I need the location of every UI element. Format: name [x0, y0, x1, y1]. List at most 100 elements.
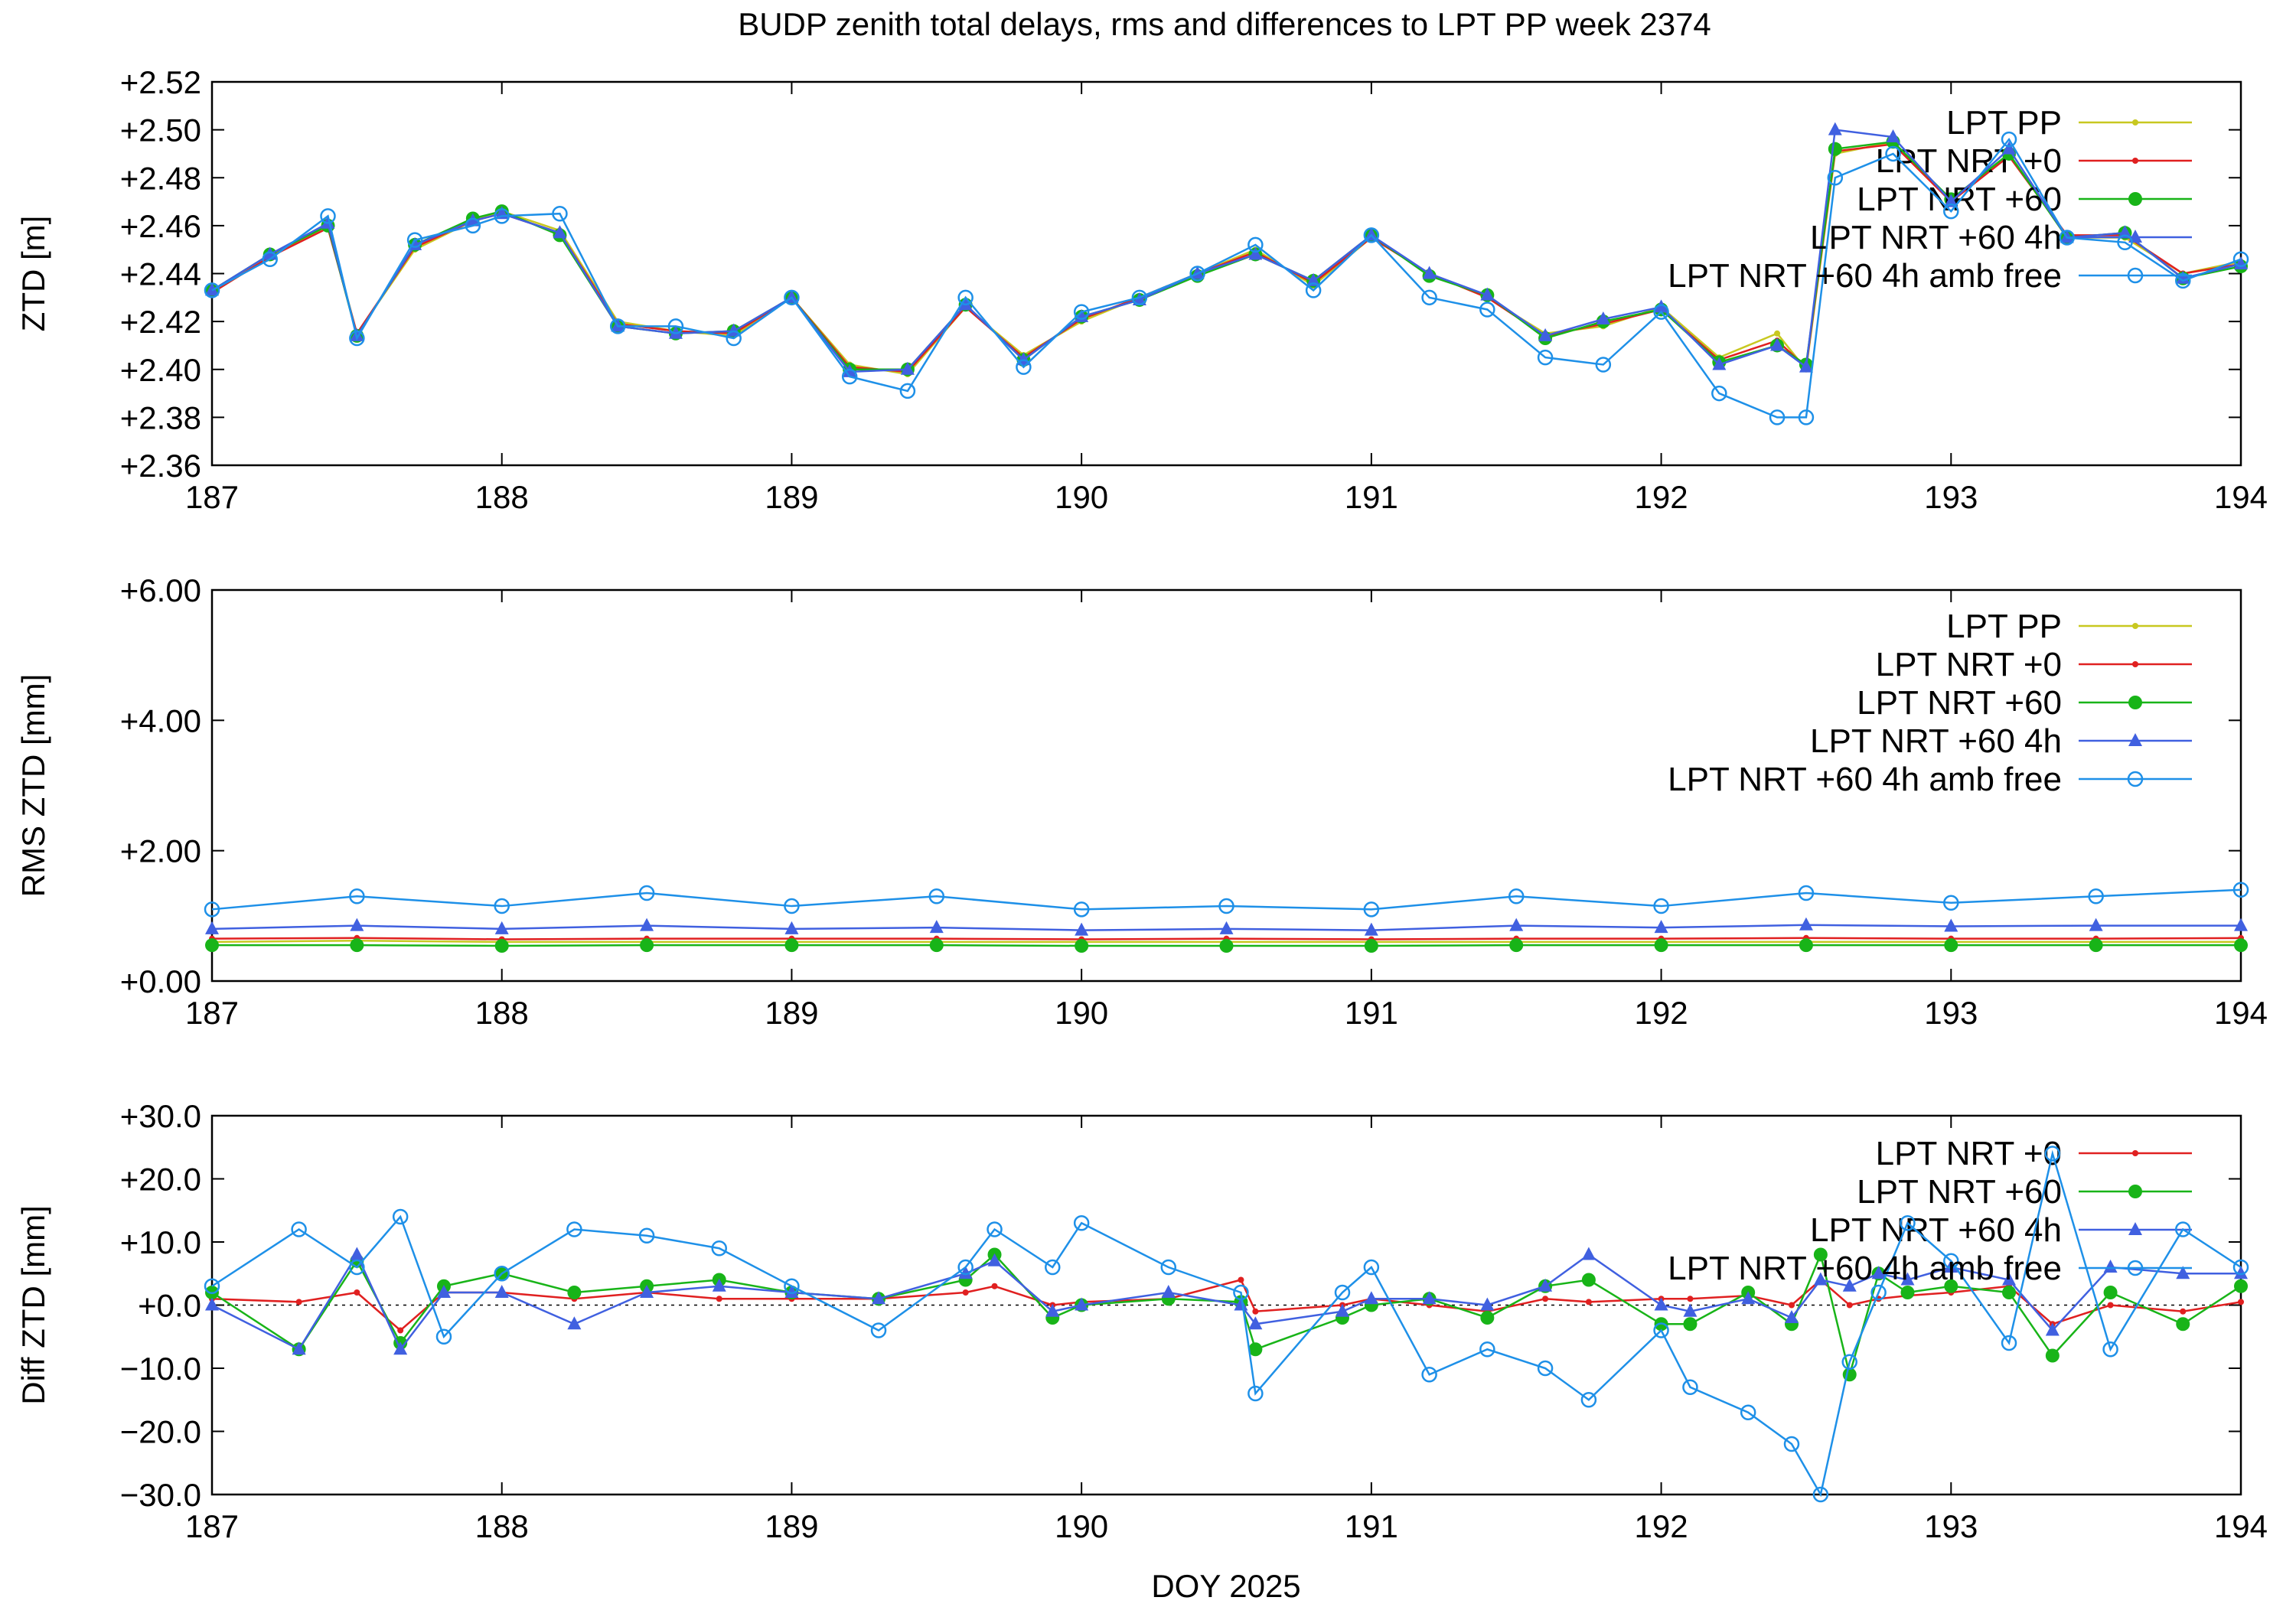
data-point: [2128, 192, 2142, 206]
data-point: [435, 1328, 452, 1345]
data-point: [1799, 359, 1813, 373]
y-tick-label: −30.0: [120, 1477, 201, 1513]
data-point: [2238, 1299, 2244, 1305]
data-point: [1248, 246, 1263, 260]
y-tick-label: +2.50: [120, 112, 201, 148]
data-point: [1943, 895, 1959, 911]
y-tick-label: +2.44: [120, 256, 201, 292]
y-tick-label: +0.00: [120, 963, 201, 999]
data-point: [295, 1299, 302, 1305]
y-tick-label: −10.0: [120, 1351, 201, 1387]
data-point: [1653, 304, 1669, 320]
data-point: [205, 282, 219, 296]
data-point: [1334, 1284, 1351, 1301]
data-point: [1016, 359, 1032, 375]
data-point: [1784, 1310, 1799, 1323]
series-line: [211, 888, 2242, 911]
x-tick-label: 187: [185, 995, 239, 1031]
x-axis-label: DOY 2025: [1151, 1568, 1300, 1604]
data-point: [1682, 1379, 1698, 1395]
data-point: [784, 1285, 799, 1298]
x-tick-label: 193: [1924, 995, 1978, 1031]
data-point: [1827, 170, 1844, 186]
data-point: [716, 1296, 722, 1302]
data-point: [1073, 304, 1090, 320]
data-point: [667, 318, 684, 334]
data-point: [494, 208, 510, 224]
data-point: [899, 383, 916, 399]
y-axis-label: Diff ZTD [mm]: [15, 1205, 51, 1405]
chart-title: BUDP zenith total delays, rms and differ…: [738, 6, 1711, 42]
legend-label: LPT NRT +60 4h amb free: [1668, 257, 2062, 295]
data-point: [1364, 939, 1378, 953]
data-point: [1161, 1285, 1176, 1298]
data-point: [1886, 129, 1900, 143]
data-point: [2045, 1322, 2060, 1336]
legend-label: LPT NRT +60 4h: [1810, 722, 2062, 760]
data-point: [1595, 357, 1612, 373]
data-point: [494, 921, 509, 934]
data-point: [1770, 337, 1785, 351]
data-point: [1234, 1297, 1248, 1311]
data-point: [1252, 1308, 1259, 1315]
data-point: [928, 888, 945, 905]
data-point: [2176, 1266, 2190, 1279]
legend-label: LPT NRT +0: [1876, 1135, 2062, 1172]
data-point: [1885, 145, 1901, 162]
data-point: [2176, 1317, 2190, 1332]
data-point: [1189, 266, 1205, 282]
data-point: [2232, 882, 2249, 898]
data-point: [1075, 939, 1089, 953]
data-point: [2045, 1348, 2060, 1363]
x-tick-label: 192: [1635, 1508, 1688, 1544]
series-line: [211, 129, 2242, 373]
series-line: [211, 1149, 2242, 1498]
data-point: [1247, 236, 1264, 253]
data-point: [870, 1322, 887, 1338]
x-tick-label: 192: [1635, 479, 1688, 515]
x-tick-label: 188: [475, 1508, 529, 1544]
y-tick-label: −20.0: [120, 1414, 201, 1450]
diff-panel: 187 188 189 190 191 192 193 194 −30.0 −20.0 −10.0 +…: [15, 1098, 2268, 1544]
y-axis-label: RMS ZTD [mm]: [15, 674, 51, 898]
plot-frame: [210, 588, 2242, 983]
data-point: [1846, 1302, 1853, 1309]
series-lpt-nrt-60-4h-amb-free: [204, 131, 2249, 425]
data-point: [406, 232, 423, 248]
data-point: [987, 1221, 1003, 1237]
data-point: [1870, 1284, 1887, 1301]
data-point: [1813, 1247, 1828, 1262]
data-point: [1712, 357, 1727, 370]
x-tick-label: 190: [1055, 1508, 1108, 1544]
data-point: [2089, 918, 2103, 931]
data-point: [1479, 1341, 1495, 1358]
data-point: [2059, 230, 2076, 246]
data-point: [494, 1266, 510, 1282]
y-tick-label: +10.0: [120, 1224, 201, 1260]
y-tick-label: +2.46: [120, 208, 201, 244]
data-point: [553, 225, 567, 239]
data-point: [784, 289, 800, 306]
data-point: [2175, 272, 2191, 289]
data-point: [2128, 1185, 2142, 1198]
data-point: [354, 1289, 360, 1296]
data-point: [2234, 918, 2248, 931]
x-tick-label: 187: [185, 479, 239, 515]
data-point: [1045, 1303, 1060, 1317]
x-tick-label: 190: [1055, 479, 1108, 515]
data-point: [1812, 1486, 1829, 1503]
series-lpt-nrt-60-4h-amb-free: [204, 882, 2249, 918]
data-point: [349, 1259, 365, 1276]
x-tick-label: 189: [765, 995, 818, 1031]
data-point: [1537, 1360, 1554, 1377]
data-point: [2180, 1308, 2187, 1315]
y-tick-label: +2.36: [120, 448, 201, 484]
data-point: [1075, 1297, 1089, 1311]
data-point: [957, 1259, 974, 1276]
data-point: [1944, 1260, 1958, 1273]
data-point: [784, 898, 800, 914]
data-point: [1774, 330, 1781, 337]
data-point: [784, 938, 799, 953]
data-point: [1828, 122, 1842, 135]
